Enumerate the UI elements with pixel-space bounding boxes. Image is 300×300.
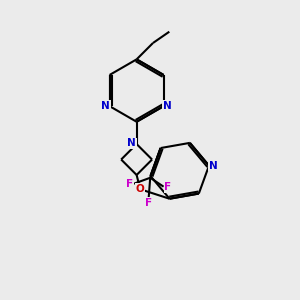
- Text: F: F: [126, 179, 133, 189]
- Text: N: N: [163, 101, 172, 111]
- Text: O: O: [136, 184, 145, 194]
- Text: F: F: [145, 198, 152, 208]
- Text: N: N: [127, 139, 136, 148]
- Text: N: N: [209, 160, 218, 171]
- Text: F: F: [164, 182, 172, 192]
- Text: N: N: [101, 101, 110, 111]
